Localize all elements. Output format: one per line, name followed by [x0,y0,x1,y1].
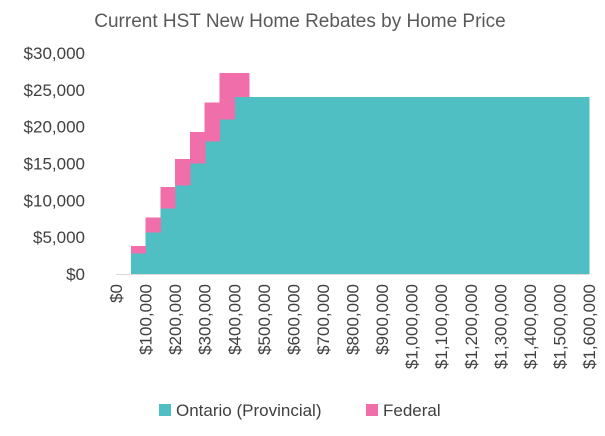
bar-ontario-18 [396,97,413,274]
bar-ontario-20 [426,97,442,274]
bar-ontario-5 [204,141,221,274]
bar-ontario-3 [175,185,191,274]
y-axis-ticks: $0 $5,000 $10,000 $15,000 $20,000 $25,000 $30,… [24,44,85,284]
bar-ontario-14 [337,97,354,274]
bar-ontario-17 [382,97,398,274]
x-tick-label: $500,000 [255,284,274,355]
x-tick-label: $800,000 [344,284,363,355]
x-tick-label: $1,000,000 [403,284,422,369]
bar-ontario-24 [485,97,501,274]
bar-federal-7 [234,72,250,98]
x-tick-label: $1,400,000 [521,284,540,369]
legend-swatch-ontario [159,404,171,416]
x-tick-label: $600,000 [284,284,303,355]
bar-federal-3 [175,159,191,186]
x-tick-label: $400,000 [225,284,244,355]
x-axis-ticks: $0 $100,000 $200,000 $300,000 $400,000 $500,0… [107,284,599,369]
x-tick-label: $900,000 [373,284,392,355]
x-tick-label: $100,000 [137,284,156,355]
bar-federal-2 [160,187,176,209]
bar-ontario-12 [308,97,324,274]
legend-swatch-federal [366,404,378,416]
x-tick-label: $1,300,000 [491,284,510,369]
bar-ontario-29 [559,97,575,274]
bar-ontario-11 [293,97,309,274]
bar-ontario-0 [130,253,147,274]
bar-ontario-4 [189,163,206,274]
y-tick-label: $20,000 [24,118,85,137]
y-tick-label: $5,000 [33,228,85,247]
y-tick-label: $30,000 [24,44,85,63]
bar-ontario-19 [411,97,428,274]
y-tick-label: $0 [66,265,85,284]
bars-layer [130,72,590,274]
bar-ontario-2 [160,208,176,274]
bar-ontario-10 [278,97,294,274]
x-tick-label: $300,000 [196,284,215,355]
chart-title: Current HST New Home Rebates by Home Pri… [94,11,505,32]
bar-federal-5 [204,102,221,142]
bar-federal-4 [189,131,206,164]
bar-ontario-22 [455,97,472,274]
bar-ontario-21 [441,97,457,274]
bar-ontario-7 [234,97,250,274]
bar-ontario-16 [367,97,383,274]
y-tick-label: $25,000 [24,81,85,100]
bar-ontario-1 [145,232,161,274]
legend-label-federal: Federal [383,401,441,420]
y-tick-label: $15,000 [24,155,85,174]
bar-ontario-13 [322,97,339,274]
x-tick-label: $700,000 [314,284,333,355]
bar-ontario-9 [263,97,280,274]
bar-ontario-25 [500,97,516,274]
bar-ontario-30 [574,97,590,274]
bar-ontario-8 [249,97,265,274]
bar-ontario-28 [544,97,561,274]
legend: Ontario (Provincial) Federal [159,401,441,420]
bar-ontario-26 [515,97,531,274]
x-tick-label: $1,500,000 [550,284,569,369]
x-tick-label: $0 [107,284,126,303]
bar-ontario-27 [529,97,546,274]
legend-label-ontario: Ontario (Provincial) [176,401,322,420]
bar-federal-0 [130,246,147,254]
bar-ontario-23 [470,97,487,274]
y-tick-label: $10,000 [24,191,85,210]
x-tick-label: $1,200,000 [462,284,481,369]
bar-federal-1 [145,217,161,233]
x-tick-label: $1,100,000 [432,284,451,369]
x-tick-label: $200,000 [166,284,185,355]
bar-ontario-15 [352,97,368,274]
bar-ontario-6 [219,119,235,274]
x-tick-label: $1,600,000 [580,284,599,369]
bar-federal-6 [219,72,235,120]
